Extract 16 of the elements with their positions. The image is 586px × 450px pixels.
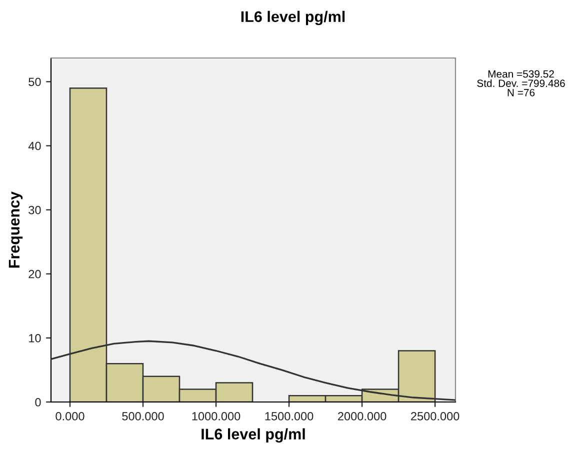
x-axis-title: IL6 level pg/ml	[202, 428, 305, 443]
x-tick-label: 1000.000	[192, 412, 240, 420]
y-tick-label: 0	[35, 398, 41, 406]
x-tick-label: 500.000	[122, 412, 164, 420]
y-tick-label: 10	[29, 334, 41, 342]
y-axis-title: Frequency	[8, 191, 23, 268]
y-tick-label: 30	[28, 206, 41, 214]
x-tick-label: 1500.000	[265, 412, 314, 420]
x-tick-label: 2500.000	[411, 412, 460, 420]
x-tick-label: 0.000	[56, 412, 84, 420]
y-tick-label: 20	[28, 270, 41, 278]
y-tick-label: 50	[28, 78, 41, 86]
y-tick-label: 40	[28, 142, 41, 150]
chart-title: IL6 level pg/ml	[241, 10, 345, 26]
text: Mean =539.52 Std. Dev. =799.486 N =76	[477, 70, 565, 96]
x-tick-label: 2000.000	[338, 412, 386, 420]
